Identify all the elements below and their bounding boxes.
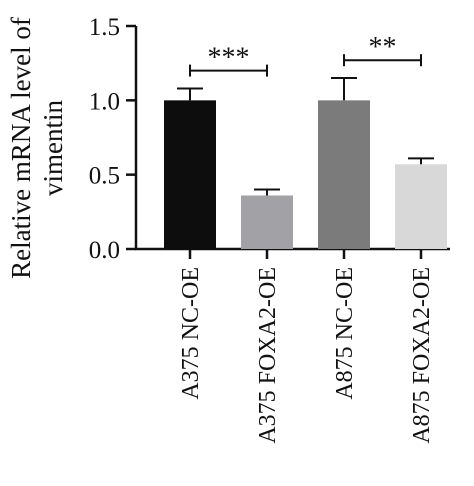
significance-label: ** (369, 32, 397, 63)
significance-label: *** (208, 43, 250, 74)
y-axis-title-line-2: vimentin (38, 100, 68, 196)
y-axis-title: Relative mRNA level of vimentin (6, 17, 68, 279)
y-tick-label: 0.5 (89, 163, 120, 190)
y-axis-title-line-1: Relative mRNA level of (6, 17, 36, 279)
bar (241, 195, 293, 249)
category-labels: A375 NC-OE A375 FOXA2-OE A875 NC-OE A875 FO… (178, 267, 435, 444)
y-tick-label: 0.0 (89, 237, 120, 264)
x-category-label: A375 NC-OE (178, 267, 204, 400)
bar (164, 100, 216, 249)
x-category-label: A875 NC-OE (332, 267, 358, 400)
bar (395, 164, 447, 249)
bar (318, 100, 370, 249)
y-tick-label: 1.0 (89, 88, 120, 115)
y-tick-label: 1.5 (89, 14, 120, 41)
significance-markers: *** ** (189, 32, 422, 77)
bars (164, 77, 447, 249)
x-category-label: A375 FOXA2-OE (255, 267, 281, 444)
x-category-label: A875 FOXA2-OE (409, 267, 435, 444)
